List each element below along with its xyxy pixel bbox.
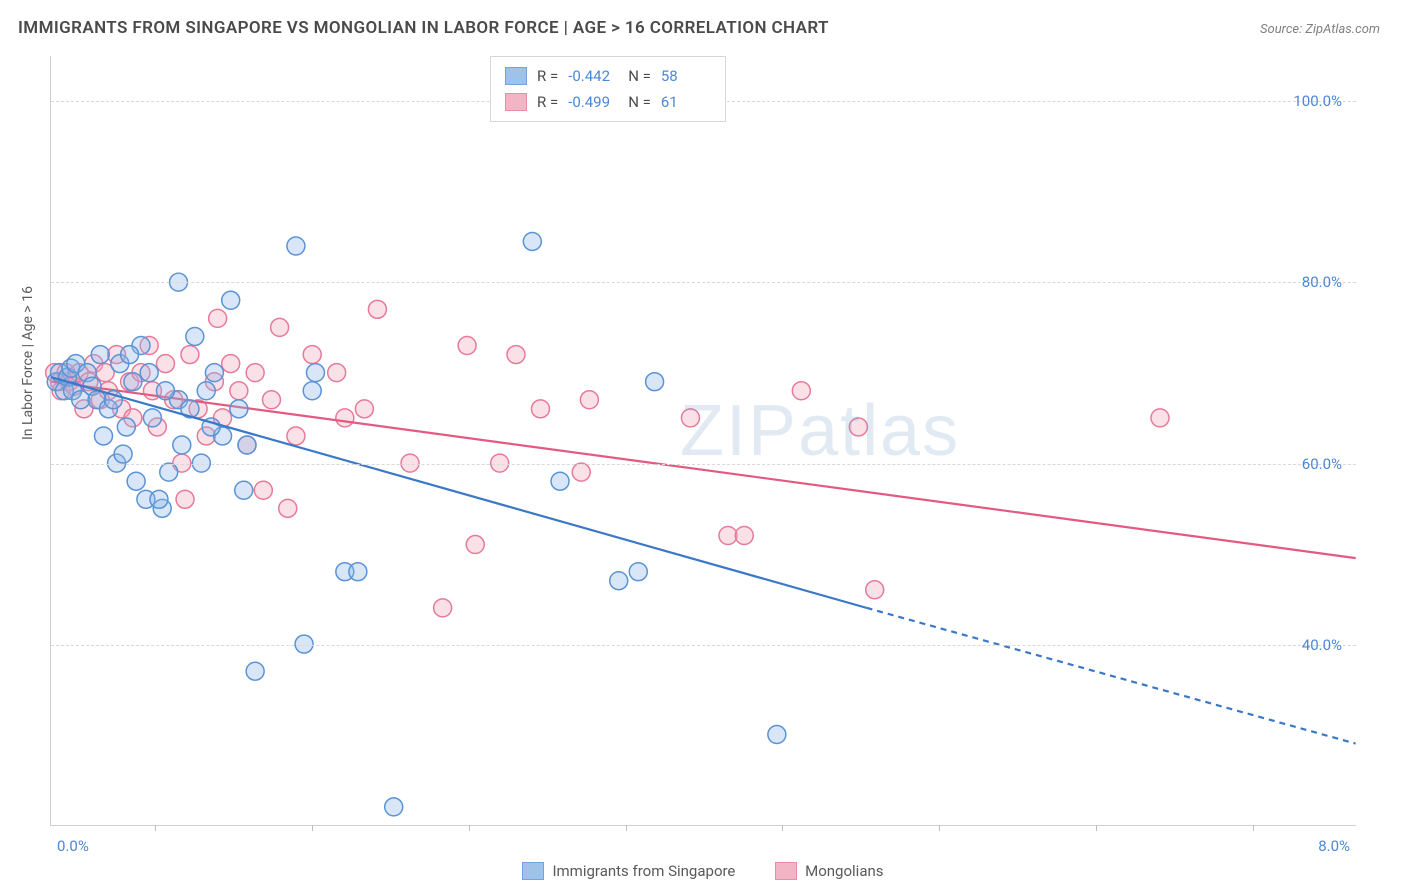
legend-row-singapore: R = -0.442 N = 58 [505,63,711,89]
y-tick-label: 100.0% [1293,92,1342,110]
swatch-singapore [505,67,527,85]
x-max-label: 8.0% [1318,837,1350,855]
swatch-singapore-bottom [522,862,544,880]
legend-item-singapore: Immigrants from Singapore [522,862,735,880]
legend-item-mongolian: Mongolians [775,862,883,880]
y-tick-label: 80.0% [1302,273,1342,291]
n-value-singapore: 58 [661,63,711,89]
n-value-mongolian: 61 [661,89,711,115]
y-tick-label: 40.0% [1302,636,1342,654]
n-label: N = [628,63,651,89]
r-value-mongolian: -0.499 [568,89,618,115]
legend-label-mongolian: Mongolians [805,862,883,880]
r-value-singapore: -0.442 [568,63,618,89]
swatch-mongolian-bottom [775,862,797,880]
r-label: R = [537,63,558,89]
y-tick-label: 60.0% [1302,455,1342,473]
chart-plot-area: 40.0%60.0%80.0%100.0%0.0%8.0% [50,56,1356,826]
scatter-plot-svg [51,56,1356,825]
source-attribution: Source: ZipAtlas.com [1260,22,1380,37]
chart-title: IMMIGRANTS FROM SINGAPORE VS MONGOLIAN I… [18,18,829,38]
correlation-legend: R = -0.442 N = 58 R = -0.499 N = 61 [490,56,726,122]
series-legend: Immigrants from Singapore Mongolians [0,862,1406,884]
r-label: R = [537,89,558,115]
y-axis-label: In Labor Force | Age > 16 [20,286,36,440]
legend-label-singapore: Immigrants from Singapore [552,862,735,880]
legend-row-mongolian: R = -0.499 N = 61 [505,89,711,115]
swatch-mongolian [505,93,527,111]
x-min-label: 0.0% [57,837,89,855]
n-label: N = [628,89,651,115]
